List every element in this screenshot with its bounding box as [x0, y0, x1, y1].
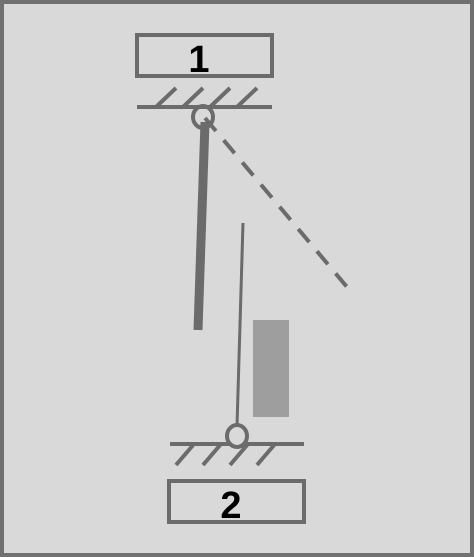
thin-rod: [235, 222, 245, 427]
top-label: 1: [188, 39, 209, 81]
swing-path-dashed: [203, 116, 349, 289]
block-mass: [253, 320, 289, 417]
bottom-label: 2: [220, 485, 241, 527]
bottom-support: 2: [167, 423, 306, 527]
top-pivot-icon: [191, 104, 215, 130]
top-support: 1: [135, 33, 274, 109]
top-label-box: [135, 33, 274, 78]
bottom-label-box: [167, 479, 306, 524]
bottom-pivot-icon: [225, 423, 249, 449]
pendulum-rod: [193, 121, 210, 331]
